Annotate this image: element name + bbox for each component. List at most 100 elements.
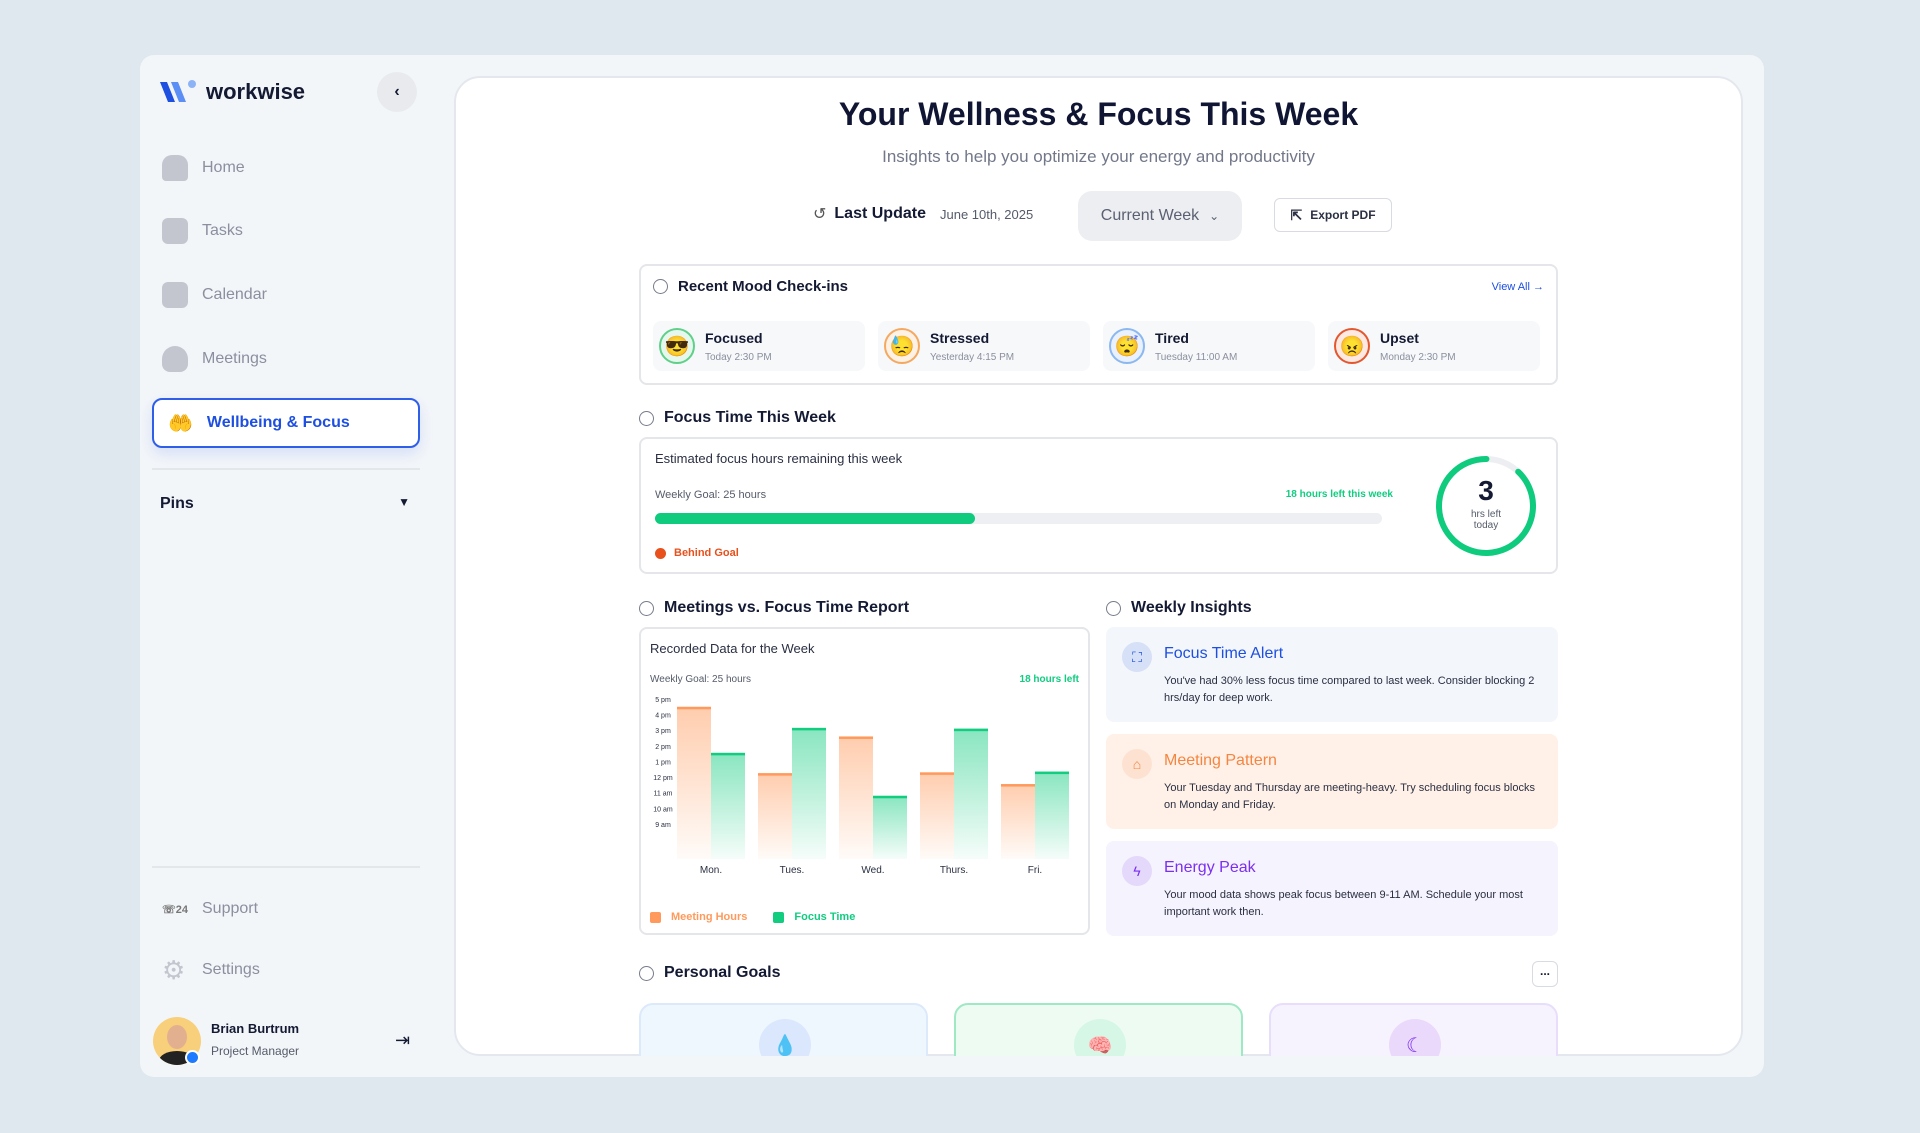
hours-left: 18 hours left this week: [1285, 489, 1393, 500]
mood-checkin-tired[interactable]: 😴 Tired Tuesday 11:00 AM: [1103, 321, 1315, 371]
presentation-icon: [162, 218, 188, 244]
bar-meeting-wed: [839, 736, 873, 859]
user-name: Brian Burtrum: [211, 1021, 300, 1036]
bar-top-line: [1001, 784, 1035, 787]
insight-text: You've had 30% less focus time compared …: [1164, 675, 1535, 704]
history-icon: ↺: [813, 206, 827, 223]
page-header: Your Wellness & Focus This Week Insights…: [454, 96, 1743, 167]
view-all-label: View All: [1491, 281, 1530, 293]
focus-section-title: Focus Time This Week: [639, 409, 836, 427]
mood-label: Upset: [1380, 329, 1419, 346]
section-title: Meetings vs. Focus Time Report: [664, 599, 910, 616]
chart-legend: Meeting Hours Focus Time: [650, 911, 855, 923]
sidebar-item-support[interactable]: ☏24 Support: [162, 900, 258, 918]
logo: workwise: [158, 78, 305, 106]
mood-emoji-icon: 😓: [884, 328, 920, 364]
pins-toggle[interactable]: Pins ▼: [160, 495, 410, 513]
insight-text: Your mood data shows peak focus between …: [1164, 889, 1523, 918]
sidebar-item-tasks[interactable]: Tasks: [162, 218, 243, 244]
sidebar-item-label: Settings: [202, 961, 260, 978]
section-title: Recent Mood Check-ins: [678, 278, 849, 295]
mood-label: Stressed: [930, 329, 990, 346]
weekly-goal: Weekly Goal: 25 hours: [655, 489, 767, 501]
insight-card: ϟ Energy Peak Your mood data shows peak fo…: [1106, 841, 1558, 936]
export-pdf-button[interactable]: ⇱ Export PDF: [1274, 198, 1392, 232]
pins-label: Pins: [160, 495, 194, 512]
y-tick-label: 5 pm: [655, 697, 671, 704]
mood-emoji-icon: 😴: [1109, 328, 1145, 364]
y-tick-label: 12 pm: [653, 775, 673, 782]
bar-focus-wed: [873, 795, 907, 859]
ring-label: 3 hrs left today: [1433, 475, 1539, 531]
page-title: Your Wellness & Focus This Week: [838, 96, 1359, 132]
logout-icon[interactable]: ⇥: [395, 1030, 411, 1050]
caret-down-icon: ▼: [398, 495, 410, 509]
bar-focus-tues: [792, 727, 826, 859]
divider: [152, 468, 420, 470]
bar-top-line: [711, 752, 745, 756]
focus-progress-bar: [655, 513, 1382, 524]
status-badge: Behind Goal: [655, 547, 739, 559]
view-all-link[interactable]: View All →: [1491, 281, 1544, 293]
bar-top-line: [920, 772, 954, 775]
y-tick-label: 3 pm: [655, 728, 671, 735]
user-info: Brian Burtrum Project Manager: [211, 1021, 299, 1058]
bar-meeting-tues: [758, 773, 792, 859]
focus-progress-fill: [655, 513, 975, 524]
sidebar-item-calendar[interactable]: Calendar: [162, 282, 267, 308]
goals-more-button[interactable]: ...: [1532, 961, 1558, 987]
hand-person-icon: 🤲: [168, 412, 193, 435]
mood-label: Tired: [1155, 329, 1189, 346]
export-label: Export PDF: [1310, 208, 1376, 222]
y-tick-label: 11 am: [654, 791, 673, 798]
mood-checkin-upset[interactable]: 😠 Upset Monday 2:30 PM: [1328, 321, 1540, 371]
sidebar-item-meetings[interactable]: Meetings: [162, 346, 267, 372]
sidebar-item-label: Home: [202, 159, 245, 176]
mood-checkin-focused[interactable]: 😎 Focused Today 2:30 PM: [653, 321, 865, 371]
mood-time: Tuesday 11:00 AM: [1155, 351, 1238, 363]
hours-left-ring: [1436, 456, 1536, 556]
bar-top-line: [954, 728, 988, 732]
support-24-icon: ☏24: [162, 903, 188, 916]
x-tick-label: Mon.: [700, 865, 722, 876]
brand-name: workwise: [206, 79, 306, 104]
status-label: Behind Goal: [674, 547, 739, 559]
lightning-icon: ϟ: [1122, 856, 1152, 886]
last-update: ↺ Last Update June 10th, 2025: [813, 204, 1033, 224]
report-card: Recorded Data for the Week Weekly Goal: …: [639, 627, 1090, 935]
meetings-focus-chart: 9 am 10 am 11 am 12 pm 1 pm 2 pm 3 pm 4 pm 5 pm M…: [653, 697, 1069, 876]
bar-focus-thurs: [954, 728, 988, 859]
section-title: Focus Time This Week: [664, 409, 836, 426]
sidebar-item-label: Meetings: [202, 350, 267, 367]
gear-icon: ⚙: [162, 955, 186, 985]
y-tick-label: 2 pm: [655, 744, 671, 751]
bar-top-line: [1035, 771, 1069, 775]
mood-label: Focused: [705, 329, 763, 346]
mood-checkin-stressed[interactable]: 😓 Stressed Yesterday 4:15 PM: [878, 321, 1090, 371]
legend-meeting-hours: Meeting Hours: [650, 911, 747, 923]
sidebar-item-label: Calendar: [202, 286, 267, 303]
last-update-label: Last Update: [834, 205, 926, 222]
sidebar-item-settings[interactable]: ⚙ Settings: [162, 957, 260, 983]
mood-emoji-icon: 😎: [659, 328, 695, 364]
status-dot-icon: [655, 547, 666, 559]
sidebar-item-label: Wellbeing & Focus: [206, 414, 350, 431]
focus-card: Estimated focus hours remaining this wee…: [639, 437, 1558, 574]
sidebar-item-wellbeing-focus[interactable]: 🤲 Wellbeing & Focus: [152, 398, 420, 448]
sidebar-item-home[interactable]: Home: [162, 155, 245, 181]
bar-top-line: [677, 706, 711, 710]
y-tick-label: 4 pm: [655, 713, 671, 720]
x-tick-label: Fri.: [1028, 865, 1042, 876]
bar-focus-fri: [1035, 771, 1069, 859]
insight-title: Meeting Pattern: [1164, 752, 1277, 769]
collapse-sidebar-button[interactable]: ‹: [377, 72, 417, 112]
period-select[interactable]: Current Week ⌄: [1078, 191, 1242, 241]
smile-icon: [1106, 600, 1121, 616]
ring-caption: hrs left today: [1470, 509, 1501, 531]
report-card-title: Recorded Data for the Week: [650, 641, 815, 656]
mood-time: Yesterday 4:15 PM: [930, 351, 1015, 363]
focus-icon: ⛶: [1122, 642, 1152, 672]
report-goal: Weekly Goal: 25 hours: [650, 674, 751, 685]
legend-label: Focus Time: [794, 911, 856, 923]
main-panel-bottom: [454, 1056, 1743, 1077]
